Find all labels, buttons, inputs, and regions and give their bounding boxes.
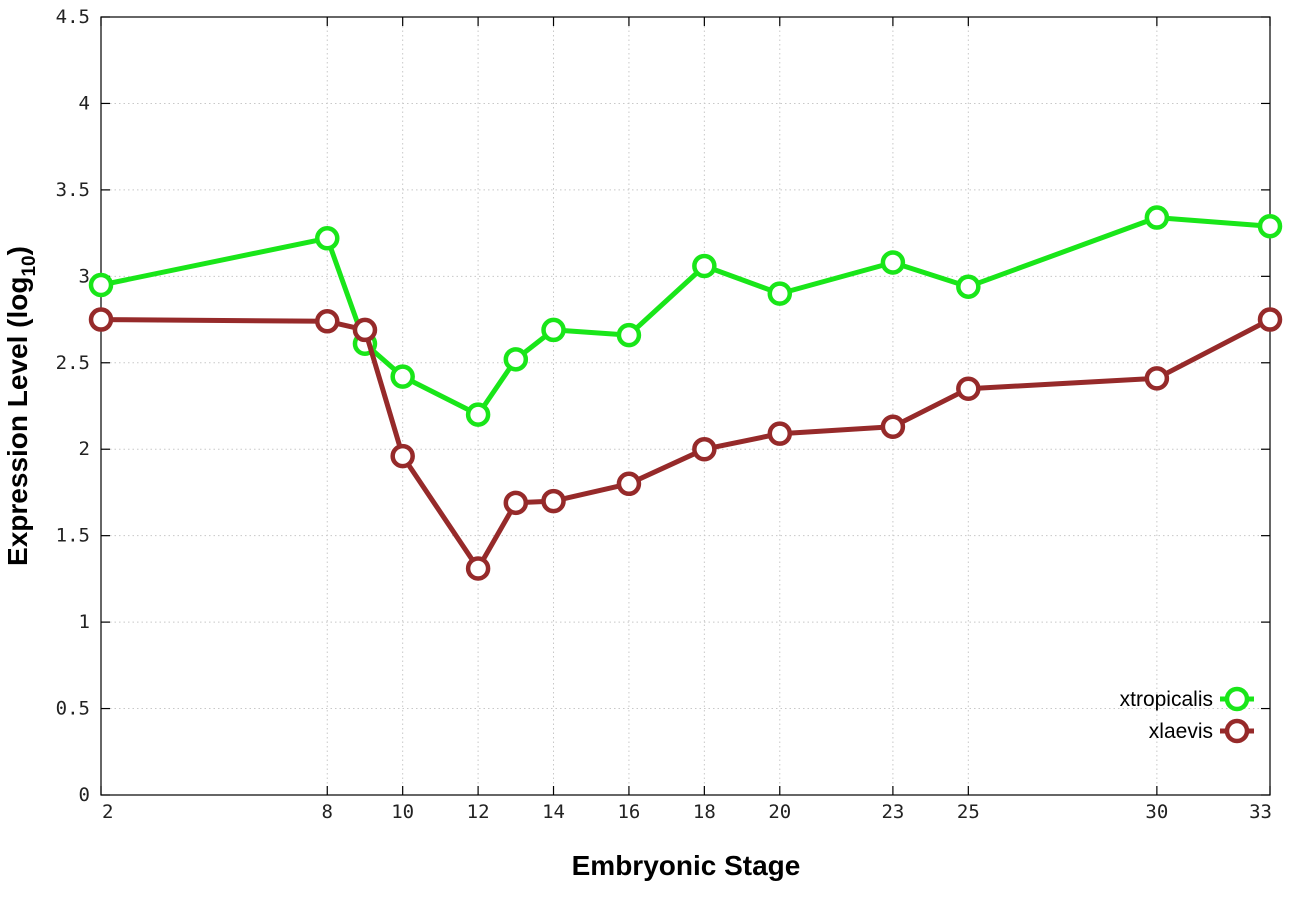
y-axis-title-subscript: 10 (19, 255, 40, 276)
y-tick-label: 4.5 (56, 6, 90, 28)
y-axis: 0 0.5 1 1.5 2 2.5 3 3.5 4 4.5 (56, 6, 1270, 806)
data-point-xlaevis (465, 556, 491, 581)
data-point-xlaevis (767, 421, 793, 446)
y-tick-label: 3 (79, 265, 90, 287)
data-point-xlaevis (88, 307, 114, 332)
y-tick-label: 2 (79, 438, 90, 460)
data-point-xlaevis (503, 490, 529, 516)
data-point-xlaevis (880, 414, 906, 439)
data-point-xtropicalis (880, 250, 906, 275)
y-tick-label: 0 (79, 784, 90, 806)
data-point-xtropicalis (692, 253, 717, 279)
data-point-xtropicalis (390, 364, 415, 389)
x-tick-label: 25 (957, 801, 980, 823)
legend: xtropicalis xlaevis (1120, 686, 1254, 744)
x-tick-label: 20 (768, 801, 791, 823)
y-tick-label: 3.5 (56, 179, 90, 201)
series-layer (88, 205, 1283, 581)
data-point-xlaevis (315, 309, 340, 334)
data-point-xlaevis (1257, 307, 1283, 332)
data-point-xtropicalis (767, 281, 793, 306)
x-tick-label: 30 (1145, 801, 1168, 823)
x-tick-label: 14 (542, 801, 565, 823)
series-xlaevis (88, 307, 1283, 581)
data-point-xlaevis (956, 376, 981, 401)
data-point-xlaevis (390, 443, 415, 469)
x-tick-label: 33 (1249, 801, 1272, 823)
x-tick-label: 12 (467, 801, 490, 823)
legend-item-xlaevis: xlaevis (1149, 718, 1254, 744)
data-point-xtropicalis (88, 272, 114, 298)
x-tick-label: 23 (881, 801, 904, 823)
x-tick-label: 18 (693, 801, 716, 823)
legend-swatch-marker (1224, 686, 1250, 712)
data-point-xtropicalis (465, 402, 491, 427)
y-axis-title: Expression Level (log10) (2, 246, 40, 566)
data-point-xtropicalis (315, 226, 340, 251)
legend-item-xtropicalis: xtropicalis (1120, 686, 1254, 712)
series-line-xlaevis (100, 317, 1272, 571)
x-tick-label: 10 (391, 801, 414, 823)
y-tick-label: 2.5 (56, 352, 90, 374)
x-tick-label: 8 (322, 801, 333, 823)
x-axis-title: Embryonic Stage (572, 850, 801, 881)
legend-label: xlaevis (1149, 720, 1213, 743)
x-tick-label: 16 (617, 801, 640, 823)
y-tick-label: 0.5 (56, 698, 90, 720)
y-tick-label: 1.5 (56, 525, 90, 547)
data-point-xtropicalis (1257, 213, 1283, 239)
y-axis-title-main: Expression Level (log (2, 277, 33, 566)
data-point-xlaevis (692, 436, 717, 462)
series-xtropicalis (88, 205, 1283, 427)
data-point-xtropicalis (503, 347, 529, 372)
data-point-xtropicalis (1144, 205, 1170, 230)
data-point-xtropicalis (616, 322, 642, 348)
grid-lines (101, 17, 1270, 795)
data-point-xtropicalis (541, 317, 566, 343)
plot-frame (100, 16, 1271, 796)
data-point-xlaevis (541, 488, 566, 514)
x-axis: 2 8 10 12 14 16 18 20 23 25 30 33 (100, 17, 1272, 823)
series-line-xtropicalis (100, 215, 1271, 418)
data-point-xlaevis (616, 471, 642, 497)
x-tick-label: 2 (102, 801, 113, 823)
y-tick-label: 1 (79, 611, 90, 633)
data-point-xlaevis (1144, 366, 1170, 391)
legend-label: xtropicalis (1120, 688, 1213, 711)
y-axis-title-close: ) (2, 246, 33, 255)
legend-swatch-marker (1224, 718, 1250, 744)
data-point-xtropicalis (956, 274, 981, 299)
data-point-xlaevis (352, 317, 378, 343)
y-tick-label: 4 (79, 92, 90, 114)
